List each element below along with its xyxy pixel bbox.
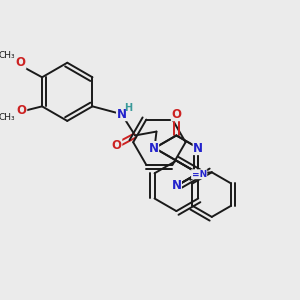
Text: H: H: [124, 103, 132, 113]
Text: O: O: [112, 139, 122, 152]
Text: O: O: [16, 56, 26, 69]
Text: =N: =N: [192, 170, 207, 179]
Text: O: O: [17, 104, 27, 117]
Text: O: O: [171, 108, 182, 121]
Text: N: N: [117, 108, 127, 121]
Text: N: N: [193, 142, 203, 154]
Text: N: N: [171, 179, 182, 192]
Text: N: N: [148, 142, 159, 154]
Text: CH₃: CH₃: [0, 112, 16, 122]
Text: CH₃: CH₃: [0, 51, 16, 60]
